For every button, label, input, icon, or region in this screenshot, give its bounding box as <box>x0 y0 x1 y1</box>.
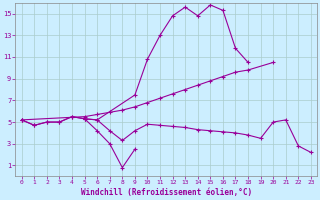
X-axis label: Windchill (Refroidissement éolien,°C): Windchill (Refroidissement éolien,°C) <box>81 188 252 197</box>
